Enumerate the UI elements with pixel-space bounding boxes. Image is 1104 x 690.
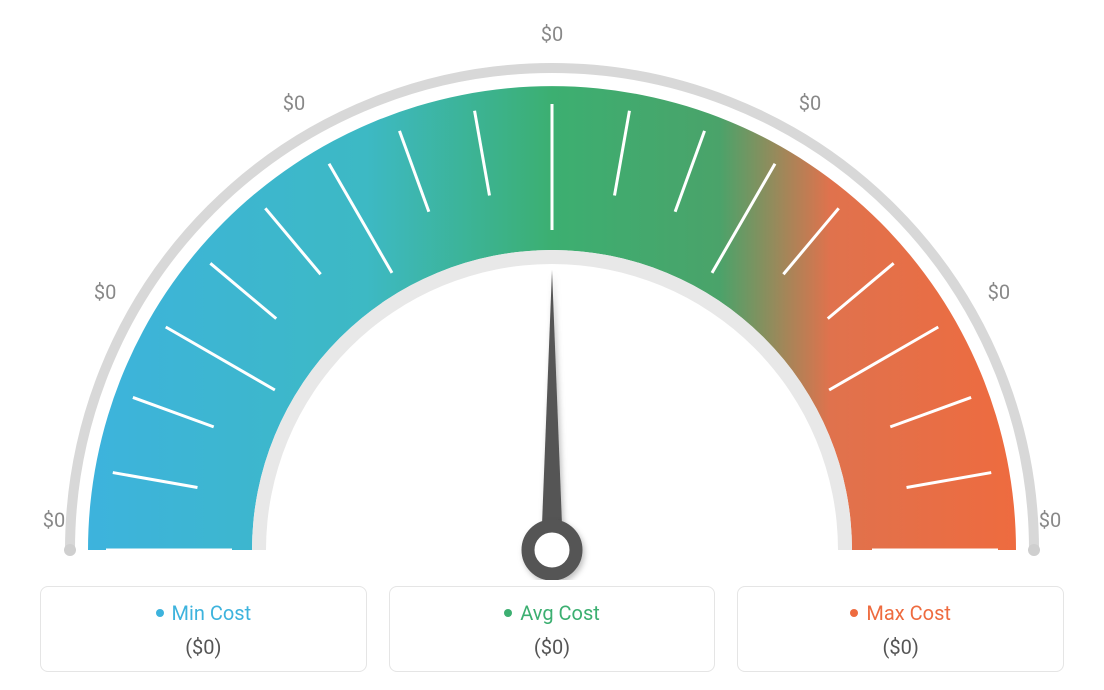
gauge-tick-label: $0 — [43, 508, 65, 532]
legend-title: Max Cost — [850, 601, 951, 625]
gauge-tick-label: $0 — [541, 22, 563, 46]
legend-card: Max Cost ($0) — [737, 586, 1064, 672]
legend-label: Max Cost — [866, 601, 951, 625]
legend-value: ($0) — [748, 635, 1053, 659]
gauge-area: $0 $0 $0 $0 $0 $0 $0 — [0, 0, 1104, 560]
legend-value: ($0) — [51, 635, 356, 659]
legend-dot-icon — [850, 609, 858, 617]
legend-label: Min Cost — [172, 601, 252, 625]
legend-title: Avg Cost — [504, 601, 600, 625]
gauge-chart — [0, 20, 1104, 580]
legend-value: ($0) — [400, 635, 705, 659]
gauge-tick-label: $0 — [283, 91, 305, 115]
legend-card: Avg Cost ($0) — [389, 586, 716, 672]
gauge-tick-label: $0 — [988, 280, 1010, 304]
legend-card: Min Cost ($0) — [40, 586, 367, 672]
cost-gauge-container: $0$0$0$0$0$0$0 Min Cost($0)Avg Cost($0)M… — [0, 0, 1104, 690]
legend-label: Avg Cost — [520, 601, 600, 625]
legend-title: Min Cost — [156, 601, 252, 625]
gauge-tick-label: $0 — [799, 91, 821, 115]
legend-dot-icon — [504, 609, 512, 617]
legend-row: Min Cost ($0) Avg Cost ($0) Max Cost ($0) — [40, 586, 1064, 672]
legend-dot-icon — [156, 609, 164, 617]
gauge-tick-label: $0 — [94, 280, 116, 304]
gauge-tick-label: $0 — [1039, 508, 1061, 532]
